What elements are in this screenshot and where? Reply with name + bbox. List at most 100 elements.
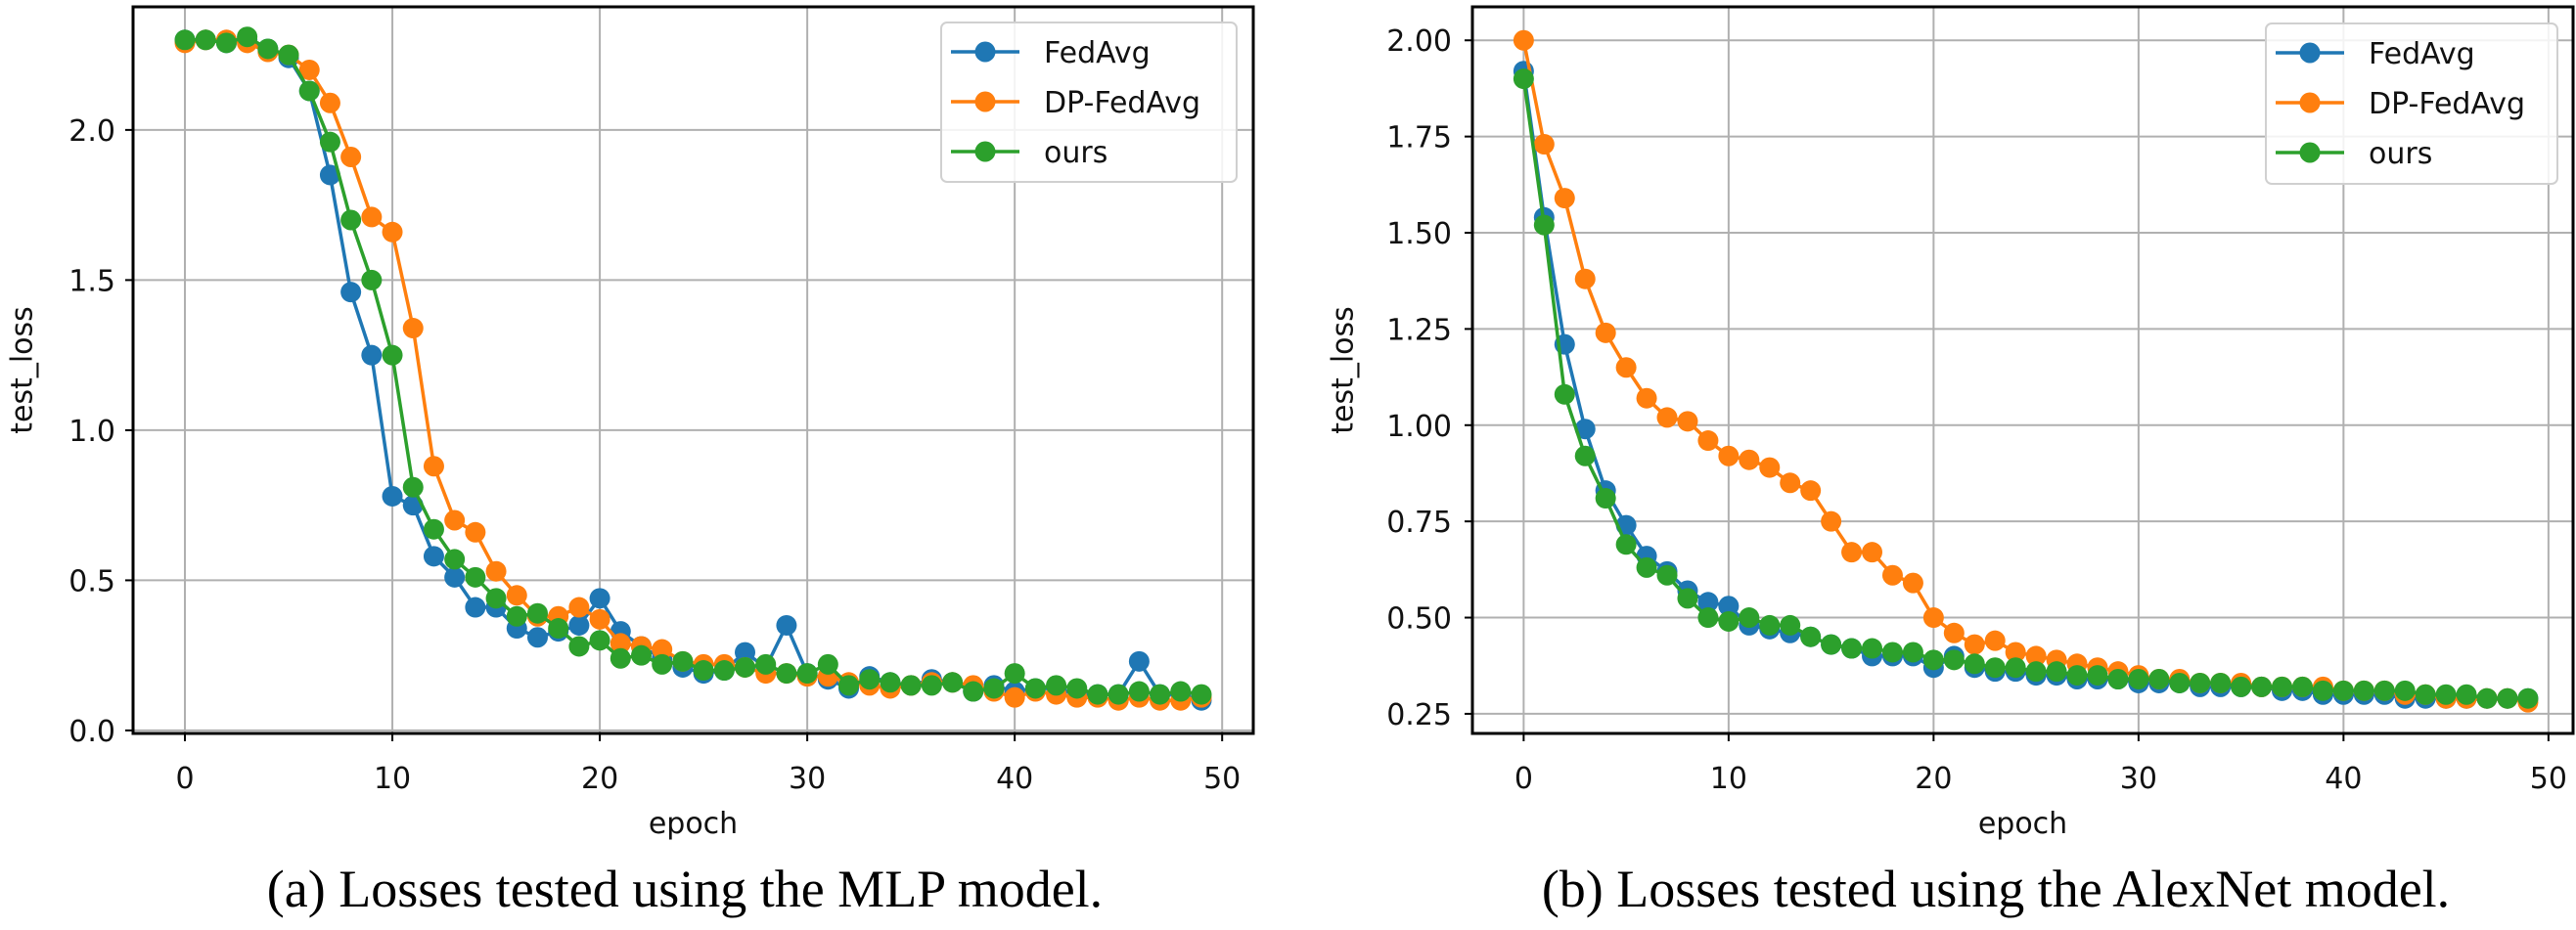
data-point-dp-fedavg	[1004, 686, 1025, 708]
legend-marker-fedavg	[974, 41, 996, 63]
data-point-ours	[257, 38, 279, 60]
data-point-ours	[2210, 672, 2232, 693]
data-point-ours	[735, 656, 756, 678]
legend-label-dp-fedavg: DP-FedAvg	[1044, 86, 1200, 120]
data-point-fedavg	[1128, 650, 1150, 672]
caption-mlp: (a) Losses tested using the MLP model.	[266, 860, 1104, 918]
data-point-ours	[1574, 445, 1596, 466]
data-point-ours	[1984, 657, 2006, 679]
data-point-dp-fedavg	[1739, 449, 1760, 470]
data-point-ours	[1046, 675, 1067, 696]
data-point-ours	[630, 644, 652, 666]
legend-label-ours: ours	[1044, 136, 1107, 170]
y-tick-label: 1.0	[68, 415, 115, 449]
data-point-dp-fedavg	[444, 509, 466, 531]
data-point-dp-fedavg	[1615, 357, 1637, 378]
data-point-dp-fedavg	[2025, 645, 2047, 667]
data-point-ours	[2476, 687, 2498, 709]
data-point-dp-fedavg	[1964, 634, 1985, 655]
x-tick-label: 50	[2530, 762, 2567, 796]
x-axis-label: epoch	[1978, 807, 2067, 841]
data-point-ours	[2107, 669, 2129, 690]
y-tick-label: 1.5	[68, 264, 115, 298]
data-point-fedavg	[361, 344, 383, 366]
y-tick-label: 0.50	[1386, 602, 1452, 637]
y-tick-label: 0.75	[1386, 506, 1452, 540]
data-point-ours	[880, 672, 901, 693]
data-point-ours	[1902, 642, 1923, 663]
data-point-ours	[423, 518, 444, 540]
x-tick-label: 20	[1915, 762, 1952, 796]
data-point-ours	[319, 131, 340, 153]
data-point-ours	[838, 675, 860, 696]
data-point-ours	[796, 663, 818, 685]
x-tick-label: 30	[2120, 762, 2157, 796]
data-point-dp-fedavg	[361, 206, 383, 228]
data-point-fedavg	[319, 164, 340, 186]
legend-marker-ours	[2299, 142, 2321, 163]
data-point-fedavg	[340, 282, 362, 303]
data-point-dp-fedavg	[402, 318, 424, 339]
data-point-dp-fedavg	[1656, 407, 1678, 428]
y-tick-label: 2.0	[68, 114, 115, 149]
data-point-ours	[174, 29, 196, 51]
data-point-ours	[361, 269, 383, 290]
data-point-ours	[1513, 68, 1534, 90]
y-tick-label: 0.5	[68, 564, 115, 598]
data-point-ours	[1759, 614, 1781, 636]
data-point-ours	[1170, 681, 1192, 702]
data-point-ours	[215, 32, 237, 54]
data-point-fedavg	[423, 546, 444, 567]
data-point-ours	[2332, 680, 2354, 701]
x-tick-label: 0	[1514, 762, 1533, 796]
data-point-ours	[2373, 680, 2395, 701]
x-tick-label: 30	[789, 762, 826, 796]
data-point-dp-fedavg	[652, 639, 673, 660]
data-point-ours	[1554, 383, 1575, 405]
y-axis-label: test_loss	[1327, 306, 1361, 434]
data-point-ours	[2169, 672, 2191, 693]
data-point-dp-fedavg	[465, 521, 486, 543]
data-point-ours	[652, 653, 673, 675]
legend-label-fedavg: FedAvg	[2369, 37, 2475, 71]
data-point-ours	[1066, 678, 1088, 699]
y-tick-label: 1.75	[1386, 121, 1452, 155]
data-point-ours	[1087, 684, 1108, 705]
y-tick-label: 1.00	[1386, 410, 1452, 444]
data-point-ours	[195, 29, 216, 51]
data-point-dp-fedavg	[1922, 607, 1944, 629]
data-point-dp-fedavg	[1800, 480, 1822, 502]
data-point-ours	[278, 44, 299, 66]
data-point-ours	[2456, 684, 2477, 705]
data-point-ours	[1656, 564, 1678, 586]
data-point-ours	[693, 660, 714, 682]
x-tick-label: 40	[2325, 762, 2362, 796]
plot-frame	[131, 5, 1255, 735]
data-point-fedavg	[589, 588, 610, 609]
data-point-dp-fedavg	[1697, 430, 1719, 452]
x-tick-label: 10	[1710, 762, 1747, 796]
data-point-ours	[1739, 607, 1760, 629]
data-point-ours	[1595, 488, 1616, 509]
data-point-dp-fedavg	[1841, 542, 1863, 563]
data-point-ours	[1191, 684, 1212, 705]
data-point-fedavg	[1697, 592, 1719, 613]
data-point-ours	[548, 618, 569, 640]
data-point-ours	[1107, 684, 1129, 705]
data-point-ours	[713, 660, 735, 682]
data-point-dp-fedavg	[1574, 268, 1596, 289]
data-point-ours	[506, 605, 527, 627]
data-point-ours	[1615, 534, 1637, 555]
data-point-fedavg	[465, 597, 486, 618]
data-point-ours	[610, 647, 631, 669]
data-point-ours	[237, 26, 258, 48]
data-point-dp-fedavg	[298, 59, 320, 80]
data-point-ours	[2291, 676, 2313, 697]
data-point-ours	[2497, 687, 2518, 709]
data-point-ours	[526, 602, 548, 624]
data-point-ours	[1697, 607, 1719, 629]
data-point-fedavg	[1574, 419, 1596, 440]
data-point-ours	[1718, 610, 1740, 632]
y-axis-label: test_loss	[6, 306, 40, 434]
data-point-ours	[2272, 676, 2293, 697]
